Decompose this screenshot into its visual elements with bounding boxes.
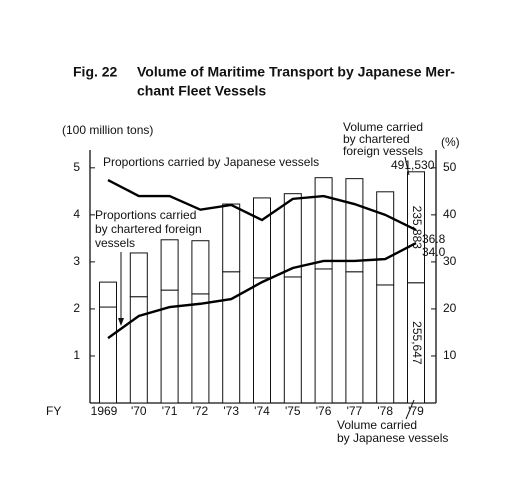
bar-segment	[129, 252, 148, 298]
y-axis-label: (100 million tons)	[62, 123, 153, 137]
series-label: vessels	[95, 236, 135, 250]
bar-segment	[314, 177, 333, 270]
x-tick-label: '77	[347, 404, 363, 418]
series-label: by chartered foreign	[95, 222, 202, 236]
x-tick-label: '78	[377, 404, 393, 418]
x-tick-label: '72	[193, 404, 209, 418]
bar-segment	[160, 239, 179, 291]
bar-segment	[314, 268, 333, 404]
bar-segment	[376, 284, 395, 404]
y2-tick-label: 30	[443, 254, 457, 268]
arrowhead	[118, 318, 124, 326]
figure-number: Fig. 22	[73, 64, 118, 80]
bar-segment	[191, 240, 210, 295]
bar-segment	[253, 277, 271, 404]
y-tick-label: 4	[73, 207, 80, 221]
series-label: by chartered	[343, 132, 410, 146]
x-tick-label: 1969	[91, 404, 118, 418]
y2-tick-label: 20	[443, 301, 457, 315]
bar-segment	[222, 271, 241, 404]
y-tick-label: 5	[73, 160, 80, 174]
line-series	[107, 178, 417, 231]
x-tick-label: '73	[223, 404, 239, 418]
bar-segment	[407, 171, 425, 284]
series-label: Proportions carried by Japanese vessels	[103, 155, 319, 169]
y2-tick-label: 40	[443, 207, 457, 221]
y2-tick-label: 50	[443, 160, 457, 174]
bar-segment	[99, 281, 117, 308]
bar-segment	[376, 191, 395, 286]
bar-segment	[345, 271, 364, 404]
x-tick-label: '74	[254, 404, 270, 418]
value-label: 255,647	[410, 321, 424, 365]
x-tick-label: '79	[408, 404, 424, 418]
bar-segment	[253, 197, 271, 279]
x-axis-label: FY	[46, 404, 61, 418]
bar-segment	[283, 276, 302, 404]
total-label: 491,530	[391, 158, 435, 172]
line-series	[107, 242, 417, 340]
chart-title: Volume of Maritime Transport by Japanese…	[137, 64, 455, 80]
x-tick-label: '71	[162, 404, 178, 418]
bar-segment	[99, 306, 117, 404]
pointer	[404, 156, 410, 176]
y2-tick-label: 10	[443, 348, 457, 362]
value-label: 235,883	[410, 206, 424, 250]
series-label: Volume carried	[343, 120, 423, 134]
series-label: Proportions carried	[95, 208, 196, 222]
x-tick-label: '70	[131, 404, 147, 418]
x-tick-label: '76	[316, 404, 332, 418]
value-label: 36.8	[422, 232, 446, 246]
series-label: Volume carried	[337, 418, 417, 432]
y2-axis-label: (%)	[441, 135, 460, 149]
series-label: foreign vessels	[343, 144, 423, 158]
bar-segment	[345, 178, 364, 273]
bar-segment	[283, 193, 302, 278]
bar-segment	[191, 293, 210, 404]
series-label: by Japanese vessels	[337, 431, 448, 445]
value-label: 34.0	[422, 245, 446, 259]
y-tick-label: 3	[73, 254, 80, 268]
bar-segment	[222, 203, 241, 273]
y-tick-label: 1	[73, 348, 80, 362]
x-tick-label: '75	[285, 404, 301, 418]
y-tick-label: 2	[73, 301, 80, 315]
pointer	[405, 399, 415, 420]
bar-segment	[129, 296, 148, 404]
chart-title: chant Fleet Vessels	[137, 83, 266, 99]
